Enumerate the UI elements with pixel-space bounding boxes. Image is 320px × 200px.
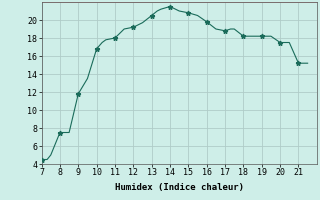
X-axis label: Humidex (Indice chaleur): Humidex (Indice chaleur) <box>115 183 244 192</box>
